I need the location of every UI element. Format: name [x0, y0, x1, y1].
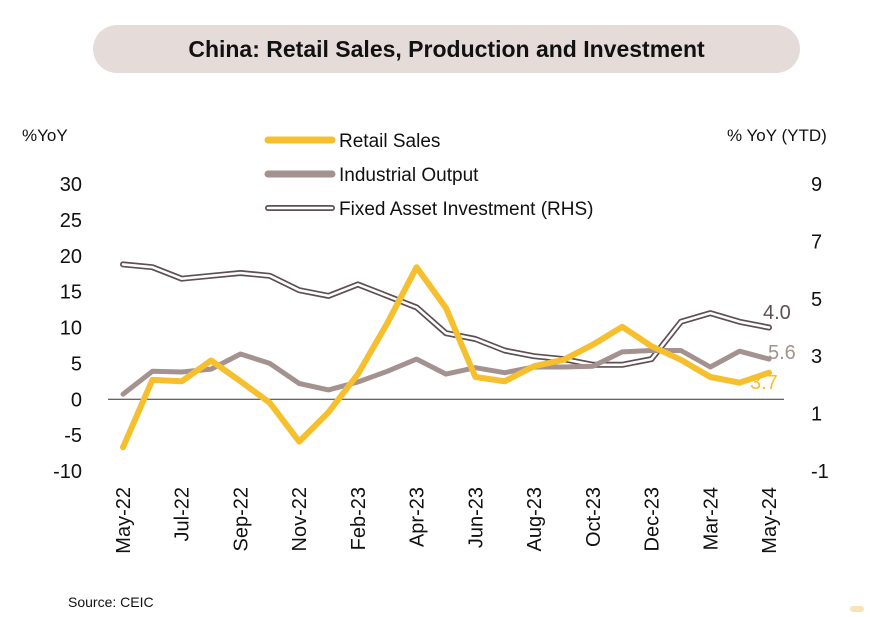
- end-value-label: 4.0: [763, 302, 791, 324]
- corner-mark: [850, 606, 864, 612]
- x-axis-ticks: May-22 Jul-22 Sep-22 Nov-22 Feb-23 Apr-23 Jun-…: [113, 487, 781, 554]
- right-tick-label: 7: [811, 231, 822, 253]
- source-note: Source: CEIC: [68, 594, 154, 610]
- left-tick-label: -10: [53, 461, 82, 483]
- legend: Retail Sales Industrial Output Fixed Asset…: [264, 131, 593, 220]
- left-tick-label: 10: [60, 318, 82, 340]
- x-tick-label: Feb-23: [348, 487, 370, 550]
- right-tick-label: 1: [811, 404, 822, 426]
- right-axis-label: % YoY (YTD): [727, 126, 827, 145]
- left-tick-label: 25: [60, 210, 82, 232]
- legend-label: Industrial Output: [339, 165, 479, 186]
- left-axis-ticks: 30 25 20 15 10 5 0 -5 -10: [53, 174, 82, 483]
- left-tick-label: 20: [60, 246, 82, 268]
- x-tick-label: Jun-23: [465, 487, 487, 548]
- right-tick-label: -1: [811, 461, 829, 483]
- retail-sales-line: [120, 264, 772, 451]
- x-tick-label: May-24: [759, 487, 781, 554]
- left-tick-label: 30: [60, 174, 82, 196]
- x-tick-label: Oct-23: [583, 487, 605, 547]
- legend-label: Retail Sales: [339, 131, 440, 152]
- left-tick-label: 0: [71, 389, 82, 411]
- end-value-label: 3.7: [750, 372, 778, 394]
- left-tick-label: -5: [64, 425, 82, 447]
- x-tick-label: Jul-22: [172, 487, 194, 541]
- right-axis-ticks: 9 7 5 3 1 -1: [811, 174, 829, 483]
- right-tick-label: 5: [811, 289, 822, 311]
- x-tick-label: Dec-23: [642, 487, 664, 551]
- x-tick-label: Sep-22: [230, 487, 252, 552]
- end-value-label: 5.6: [768, 342, 796, 364]
- x-tick-label: Apr-23: [407, 487, 429, 547]
- end-labels: 3.7 5.6 4.0: [750, 302, 796, 394]
- legend-label: Fixed Asset Investment (RHS): [339, 199, 593, 220]
- x-tick-label: May-22: [113, 487, 135, 554]
- left-tick-label: 5: [71, 353, 82, 375]
- x-tick-label: Aug-23: [524, 487, 546, 552]
- right-tick-label: 9: [811, 174, 822, 196]
- left-axis-label: %YoY: [22, 126, 68, 145]
- right-tick-label: 3: [811, 346, 822, 368]
- x-tick-label: Mar-24: [700, 487, 722, 550]
- left-tick-label: 15: [60, 282, 82, 304]
- x-tick-label: Nov-22: [289, 487, 311, 551]
- series-layer: [120, 261, 772, 451]
- fixed-asset-investment-rhs-line-inner: [121, 263, 771, 367]
- chart-title: China: Retail Sales, Production and Inve…: [93, 25, 800, 73]
